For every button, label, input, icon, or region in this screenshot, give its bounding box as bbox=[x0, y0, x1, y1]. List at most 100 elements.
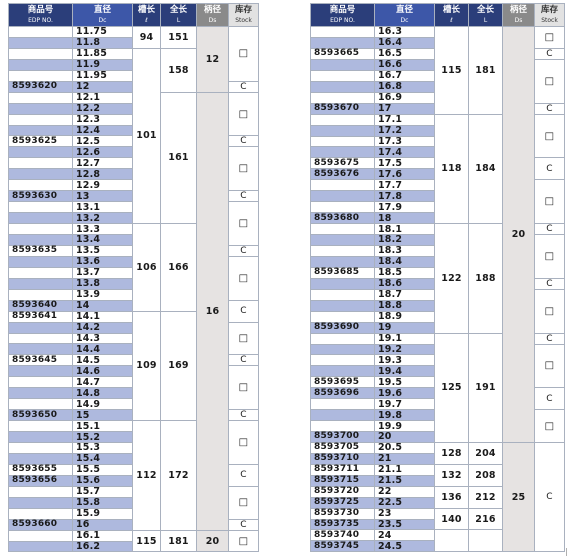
stock-cell: □ bbox=[534, 343, 565, 389]
made-to-order-box-icon: □ bbox=[238, 48, 249, 60]
table-row: 8593720 22 136 212 bbox=[310, 485, 565, 509]
made-to-order-box-icon: □ bbox=[544, 196, 555, 208]
table-row: 11.75 94 151 12 □ bbox=[8, 26, 259, 93]
table-row: 8593620 12 C bbox=[8, 80, 259, 93]
flute-length-cell: 112 bbox=[132, 420, 161, 531]
in-stock-c-mark: C bbox=[546, 333, 553, 344]
stock-cell: □ bbox=[228, 255, 259, 301]
edp-number-cell bbox=[8, 442, 73, 454]
diameter-cell: 16.5 bbox=[374, 47, 435, 60]
edp-number-cell bbox=[8, 212, 73, 225]
made-to-order-box-icon: □ bbox=[544, 250, 555, 262]
header-stock: 库存 Stock bbox=[228, 3, 259, 27]
edp-number-cell bbox=[310, 124, 375, 137]
table-row: 19.1 125 191 C bbox=[310, 332, 565, 443]
stock-cell: C bbox=[228, 299, 259, 323]
stock-cell: C bbox=[228, 190, 259, 203]
diameter-cell: 13.5 bbox=[72, 244, 133, 257]
edp-number-cell bbox=[310, 36, 375, 49]
stock-cell: □ bbox=[228, 26, 259, 82]
edp-number-cell bbox=[8, 255, 73, 268]
edp-number-cell: 8593740 bbox=[310, 529, 375, 542]
header-row: 商品号 EDP NO. 直径 Dc 槽长 ℓ 全长 L 柄径 Ds 库存 Stock bbox=[310, 3, 565, 27]
made-to-order-box-icon: □ bbox=[544, 420, 555, 432]
stock-cell: □ bbox=[228, 485, 259, 520]
diameter-cell: 15.8 bbox=[72, 496, 133, 509]
overall-length-cell: 216 bbox=[468, 507, 503, 531]
stock-cell: C bbox=[534, 277, 565, 290]
overall-length-cell: 204 bbox=[468, 441, 503, 465]
stock-cell: □ bbox=[228, 146, 259, 192]
edp-number-cell bbox=[310, 255, 375, 268]
flute-length-cell: 132 bbox=[434, 463, 469, 487]
edp-number-cell bbox=[310, 190, 375, 203]
edp-number-cell: 8593640 bbox=[8, 299, 73, 312]
table-row: 19.4 bbox=[310, 365, 565, 378]
table-row: 16.6 □ bbox=[310, 58, 565, 104]
diameter-cell: 12.7 bbox=[72, 157, 133, 170]
table-row: 15.2 bbox=[8, 431, 259, 443]
diameter-cell: 16.2 bbox=[72, 540, 133, 553]
edp-number-cell bbox=[8, 398, 73, 411]
edp-number-cell bbox=[310, 332, 375, 345]
edp-number-cell: 8593745 bbox=[310, 540, 375, 553]
edp-number-cell bbox=[8, 146, 73, 159]
diameter-cell: 14.7 bbox=[72, 376, 133, 389]
stock-cell: C bbox=[228, 409, 259, 422]
edp-number-cell: 8593730 bbox=[310, 507, 375, 520]
shank-diameter-cell: 12 bbox=[196, 26, 229, 93]
overall-length-cell: 181 bbox=[160, 529, 197, 553]
overall-length-cell: 208 bbox=[468, 463, 503, 487]
stock-cell: □ bbox=[534, 113, 565, 159]
diameter-cell: 17.7 bbox=[374, 179, 435, 192]
page-edge-mark bbox=[566, 548, 567, 556]
diameter-cell: 15.5 bbox=[72, 463, 133, 476]
edp-number-cell bbox=[310, 365, 375, 378]
diameter-cell: 12.3 bbox=[72, 113, 133, 126]
table-row: 18.6 C bbox=[310, 277, 565, 290]
stock-cell: C bbox=[228, 244, 259, 257]
flute-length-cell: 101 bbox=[132, 47, 161, 225]
edp-number-cell: 8593676 bbox=[310, 168, 375, 181]
table-row: 12.1 161 16 □ bbox=[8, 91, 259, 531]
stock-cell: C bbox=[228, 80, 259, 93]
diameter-cell: 21 bbox=[374, 452, 435, 465]
diameter-cell: 19.9 bbox=[374, 420, 435, 432]
diameter-cell: 11.8 bbox=[72, 36, 133, 49]
diameter-cell: 17.2 bbox=[374, 124, 435, 137]
diameter-cell: 14.1 bbox=[72, 310, 133, 323]
diameter-cell: 19.6 bbox=[374, 387, 435, 400]
diameter-cell: 17.3 bbox=[374, 135, 435, 148]
table-row: 13.7 bbox=[8, 266, 259, 279]
edp-number-cell bbox=[8, 343, 73, 356]
edp-number-cell bbox=[310, 113, 375, 126]
table-row: 15.1 112 172 □ bbox=[8, 420, 259, 531]
diameter-cell: 11.95 bbox=[72, 69, 133, 82]
table-row: 8593745 24.5 bbox=[310, 540, 565, 553]
header-stock: 库存 Stock bbox=[534, 3, 565, 27]
spec-table-right: 商品号 EDP NO. 直径 Dc 槽长 ℓ 全长 L 柄径 Ds 库存 Stock 16.… bbox=[310, 3, 565, 553]
flute-length-cell: 106 bbox=[132, 223, 161, 312]
made-to-order-box-icon: □ bbox=[238, 163, 249, 175]
overall-length-cell bbox=[468, 529, 503, 553]
shank-diameter-cell: 20 bbox=[502, 26, 535, 443]
in-stock-c-mark: C bbox=[240, 191, 247, 202]
diameter-cell: 14.3 bbox=[72, 332, 133, 345]
diameter-cell: 11.85 bbox=[72, 47, 133, 60]
table-row: 13.9 bbox=[8, 288, 259, 301]
diameter-cell: 17.4 bbox=[374, 146, 435, 159]
stock-cell: C bbox=[534, 332, 565, 345]
header-flute-length: 槽长 ℓ bbox=[434, 3, 469, 27]
diameter-cell: 13.3 bbox=[72, 223, 133, 235]
table-row: 14.3 bbox=[8, 332, 259, 345]
diameter-cell: 15.7 bbox=[72, 485, 133, 498]
diameter-cell: 15 bbox=[72, 409, 133, 422]
in-stock-c-mark: C bbox=[546, 278, 553, 289]
in-stock-c-mark: C bbox=[546, 224, 553, 234]
table-row: 18.8 bbox=[310, 299, 565, 312]
made-to-order-box-icon: □ bbox=[238, 437, 249, 448]
overall-length-cell: 172 bbox=[160, 420, 197, 531]
table-row: 15.8 bbox=[8, 496, 259, 509]
stock-cell: □ bbox=[228, 321, 259, 356]
edp-number-cell bbox=[310, 223, 375, 235]
